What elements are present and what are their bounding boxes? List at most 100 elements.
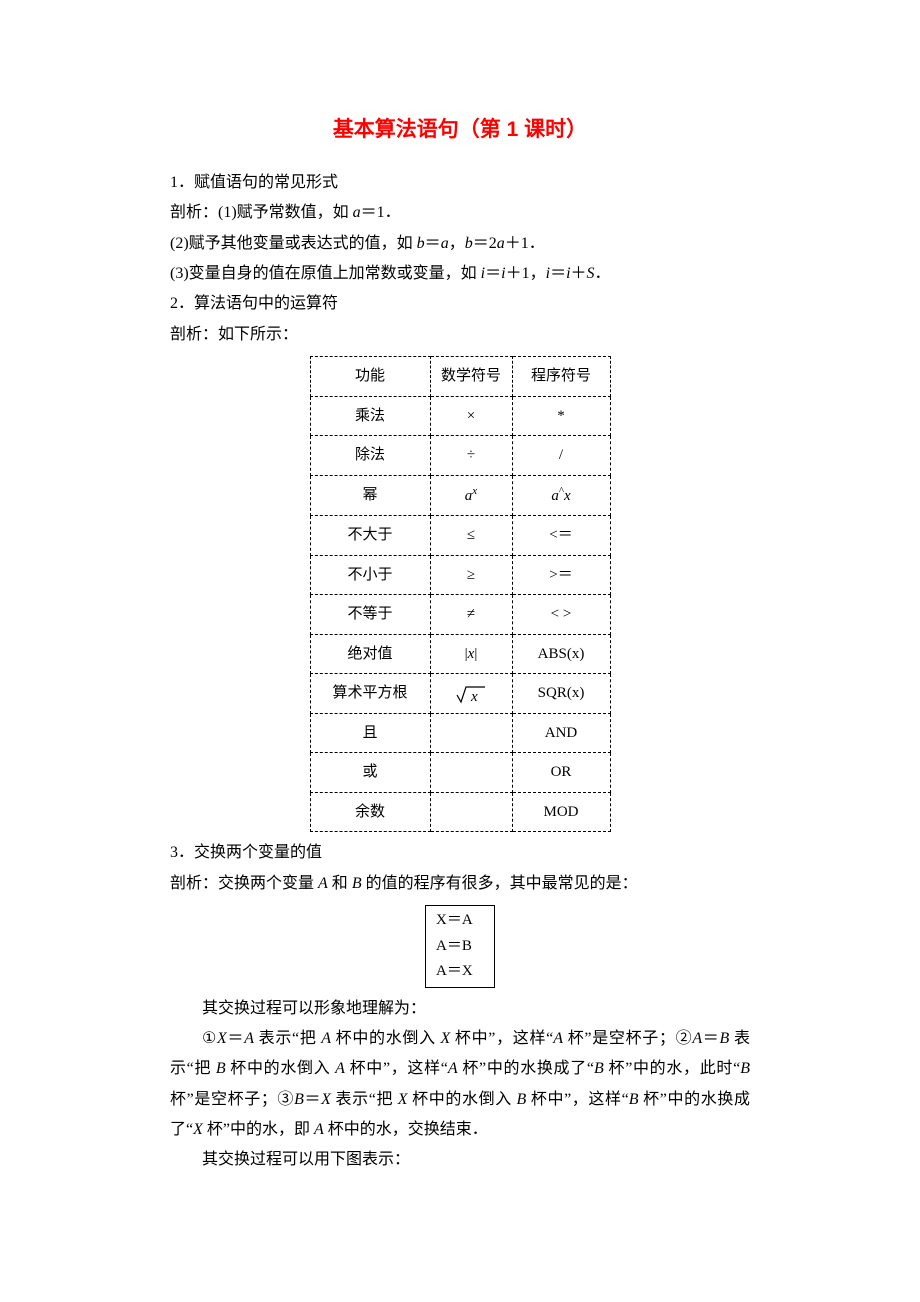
text: ＋1．: [505, 235, 545, 252]
text: 的值的程序有很多，其中最常见的是：: [362, 875, 638, 892]
var-a: A: [335, 1060, 345, 1077]
var-a: a: [353, 204, 361, 221]
text: 杯”是空杯子；③: [170, 1091, 294, 1108]
table-cell: 算术平方根: [310, 674, 430, 714]
text: 表示“把: [331, 1091, 398, 1108]
var-a: A: [314, 1121, 324, 1138]
text: 杯中的水倒入: [226, 1060, 335, 1077]
text: ＋1，: [506, 265, 546, 282]
table-cell: OR: [512, 753, 610, 793]
table-cell: x: [430, 674, 512, 714]
section-1-p1: 剖析：(1)赋予常数值，如 a＝1．: [170, 198, 750, 228]
var-x: X: [193, 1121, 203, 1138]
var-a: A: [244, 1030, 254, 1047]
text: 杯中”，这样“: [450, 1030, 553, 1047]
text: 和: [328, 875, 352, 892]
abs-bar: |: [474, 646, 477, 662]
math-a: a: [551, 488, 559, 504]
text: 剖析：(1)赋予常数值，如: [170, 204, 353, 221]
text: 杯”中的水换成了“: [458, 1060, 594, 1077]
table-row: 或 OR: [310, 753, 610, 793]
var-a: a: [497, 235, 505, 252]
var-b: B: [216, 1060, 226, 1077]
table-row: 算术平方根 x SQR(x): [310, 674, 610, 714]
operators-table: 功能 数学符号 程序符号 乘法 × * 除法 ÷ / 幂 ax a^x 不大于 …: [310, 356, 611, 832]
var-a: a: [441, 235, 449, 252]
text: ＝2: [473, 235, 497, 252]
var-a: A: [692, 1030, 702, 1047]
var-x: X: [440, 1030, 450, 1047]
table-cell: *: [512, 396, 610, 436]
table-cell: ≠: [430, 595, 512, 635]
var-b: b: [417, 235, 425, 252]
section-1-p3: (3)变量自身的值在原值上加常数或变量，如 i＝i＋1，i＝i＋S．: [170, 259, 750, 289]
table-cell: 绝对值: [310, 634, 430, 674]
code-line: A＝X: [436, 959, 484, 985]
text: ．: [595, 265, 611, 282]
text: 杯中的水倒入: [407, 1091, 516, 1108]
table-cell: 不大于: [310, 516, 430, 556]
table-row: 且 AND: [310, 713, 610, 753]
math-x: x: [564, 488, 571, 504]
section-3-p3: ①X＝A 表示“把 A 杯中的水倒入 X 杯中”，这样“A 杯”是空杯子；②A＝…: [170, 1024, 750, 1146]
sqrt-icon: x: [456, 684, 486, 704]
text: ＝: [485, 265, 501, 282]
section-2-heading: 2．算法语句中的运算符: [170, 289, 750, 319]
var-b: B: [719, 1030, 729, 1047]
table-cell: [430, 713, 512, 753]
table-header: 数学符号: [430, 357, 512, 397]
math-x: x: [472, 485, 477, 497]
text: 表示“把: [254, 1030, 321, 1047]
table-row: 不大于 ≤ <＝: [310, 516, 610, 556]
table-cell: 余数: [310, 792, 430, 832]
var-a: A: [553, 1030, 563, 1047]
table-cell: < >: [512, 595, 610, 635]
table-row: 绝对值 |x| ABS(x): [310, 634, 610, 674]
var-a: A: [321, 1030, 331, 1047]
section-3-p1: 剖析：交换两个变量 A 和 B 的值的程序有很多，其中最常见的是：: [170, 869, 750, 899]
table-cell: ABS(x): [512, 634, 610, 674]
table-cell: MOD: [512, 792, 610, 832]
text: (2)赋予其他变量或表达式的值，如: [170, 235, 417, 252]
table-header: 程序符号: [512, 357, 610, 397]
text: 杯中的水倒入: [331, 1030, 441, 1047]
var-a: A: [318, 875, 328, 892]
table-cell: ×: [430, 396, 512, 436]
document-title: 基本算法语句（第 1 课时）: [170, 110, 750, 150]
table-row: 不小于 ≥ >＝: [310, 555, 610, 595]
table-cell: ≥: [430, 555, 512, 595]
table-row: 功能 数学符号 程序符号: [310, 357, 610, 397]
text: 杯中的水，交换结束．: [324, 1121, 488, 1138]
table-cell: a^x: [512, 475, 610, 516]
table-cell: ÷: [430, 436, 512, 476]
table-cell: [430, 753, 512, 793]
var-a: A: [448, 1060, 458, 1077]
table-cell: ax: [430, 475, 512, 516]
table-cell: ≤: [430, 516, 512, 556]
table-cell: 或: [310, 753, 430, 793]
text: ，: [449, 235, 465, 252]
section-3-p2: 其交换过程可以形象地理解为：: [170, 994, 750, 1024]
var-b: B: [516, 1091, 526, 1108]
table-cell: /: [512, 436, 610, 476]
text: ＋: [571, 265, 587, 282]
table-cell: [430, 792, 512, 832]
table-cell: 乘法: [310, 396, 430, 436]
table-cell: 幂: [310, 475, 430, 516]
section-3-p4: 其交换过程可以用下图表示：: [170, 1145, 750, 1175]
text: (3)变量自身的值在原值上加常数或变量，如: [170, 265, 481, 282]
section-1-heading: 1．赋值语句的常见形式: [170, 168, 750, 198]
table-row: 除法 ÷ /: [310, 436, 610, 476]
text: ＝: [425, 235, 441, 252]
code-line: A＝B: [436, 934, 484, 960]
var-b: b: [465, 235, 473, 252]
table-cell: 且: [310, 713, 430, 753]
text: ＝: [550, 265, 566, 282]
table-cell: SQR(x): [512, 674, 610, 714]
section-1-p2: (2)赋予其他变量或表达式的值，如 b＝a，b＝2a＋1．: [170, 229, 750, 259]
text: 杯中”，这样“: [526, 1091, 629, 1108]
text: ①: [202, 1030, 217, 1047]
code-box: X＝A A＝B A＝X: [425, 905, 495, 988]
var-b: B: [629, 1091, 639, 1108]
table-cell: <＝: [512, 516, 610, 556]
